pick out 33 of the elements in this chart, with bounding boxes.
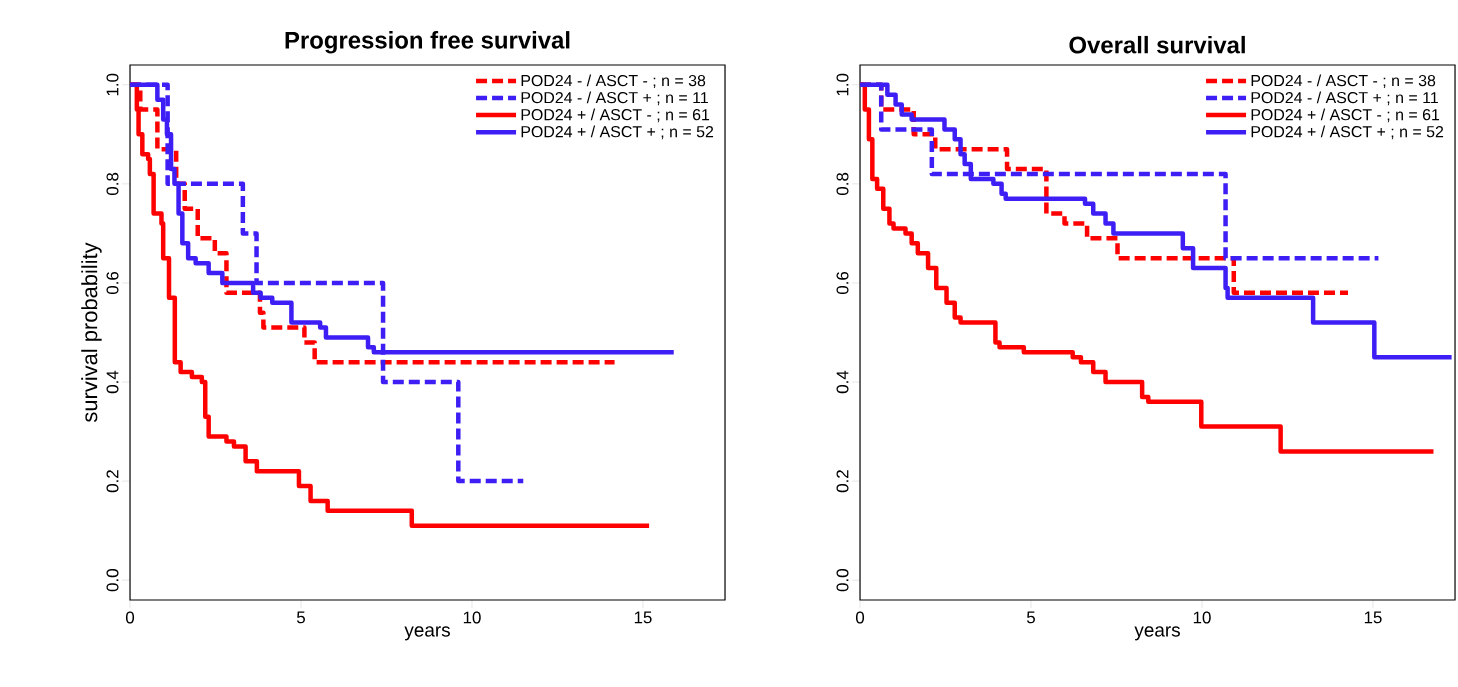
y-tick-label: 1.0 <box>836 73 849 96</box>
legend-label: POD24 - / ASCT - ; n = 38 <box>521 74 706 89</box>
x-tick-label: 15 <box>634 611 652 624</box>
y-tick-label: 0.6 <box>836 271 849 295</box>
legend-label: POD24 + / ASCT + ; n = 52 <box>1251 125 1444 140</box>
y-tick-label: 0.8 <box>836 172 849 195</box>
legend-label: POD24 - / ASCT + ; n = 11 <box>1251 91 1438 106</box>
x-tick-label: 10 <box>1193 611 1211 624</box>
legend-label: POD24 - / ASCT - ; n = 38 <box>1251 74 1436 89</box>
x-tick-label: 15 <box>1364 611 1382 624</box>
y-tick-label: 0.2 <box>836 470 849 493</box>
x-tick-label: 5 <box>296 611 305 624</box>
y-tick-label: 1.0 <box>106 73 119 96</box>
y-axis-title: survival probability <box>81 242 102 423</box>
x-axis-title: years <box>404 626 450 641</box>
y-tick-label: 0.0 <box>106 569 119 592</box>
chart-title: Overall survival <box>1069 35 1245 54</box>
x-tick-label: 0 <box>125 611 135 624</box>
legend-label: POD24 - / ASCT + ; n = 11 <box>521 91 708 106</box>
x-tick-label: 0 <box>855 611 865 624</box>
legend-label: POD24 + / ASCT + ; n = 52 <box>521 125 714 140</box>
legend-label: POD24 + / ASCT - ; n = 61 <box>521 108 710 123</box>
x-axis-title: years <box>1134 626 1180 641</box>
y-tick-label: 0.0 <box>836 569 849 592</box>
x-tick-label: 5 <box>1026 611 1035 624</box>
y-tick-label: 0.2 <box>106 470 119 493</box>
y-tick-label: 0.4 <box>836 370 849 394</box>
legend-label: POD24 + / ASCT - ; n = 61 <box>1251 108 1440 123</box>
chart-title: Progression free survival <box>285 31 570 54</box>
y-tick-label: 0.4 <box>106 370 119 394</box>
y-tick-label: 0.8 <box>106 172 119 195</box>
x-tick-label: 10 <box>463 611 481 624</box>
y-tick-label: 0.6 <box>106 271 119 295</box>
